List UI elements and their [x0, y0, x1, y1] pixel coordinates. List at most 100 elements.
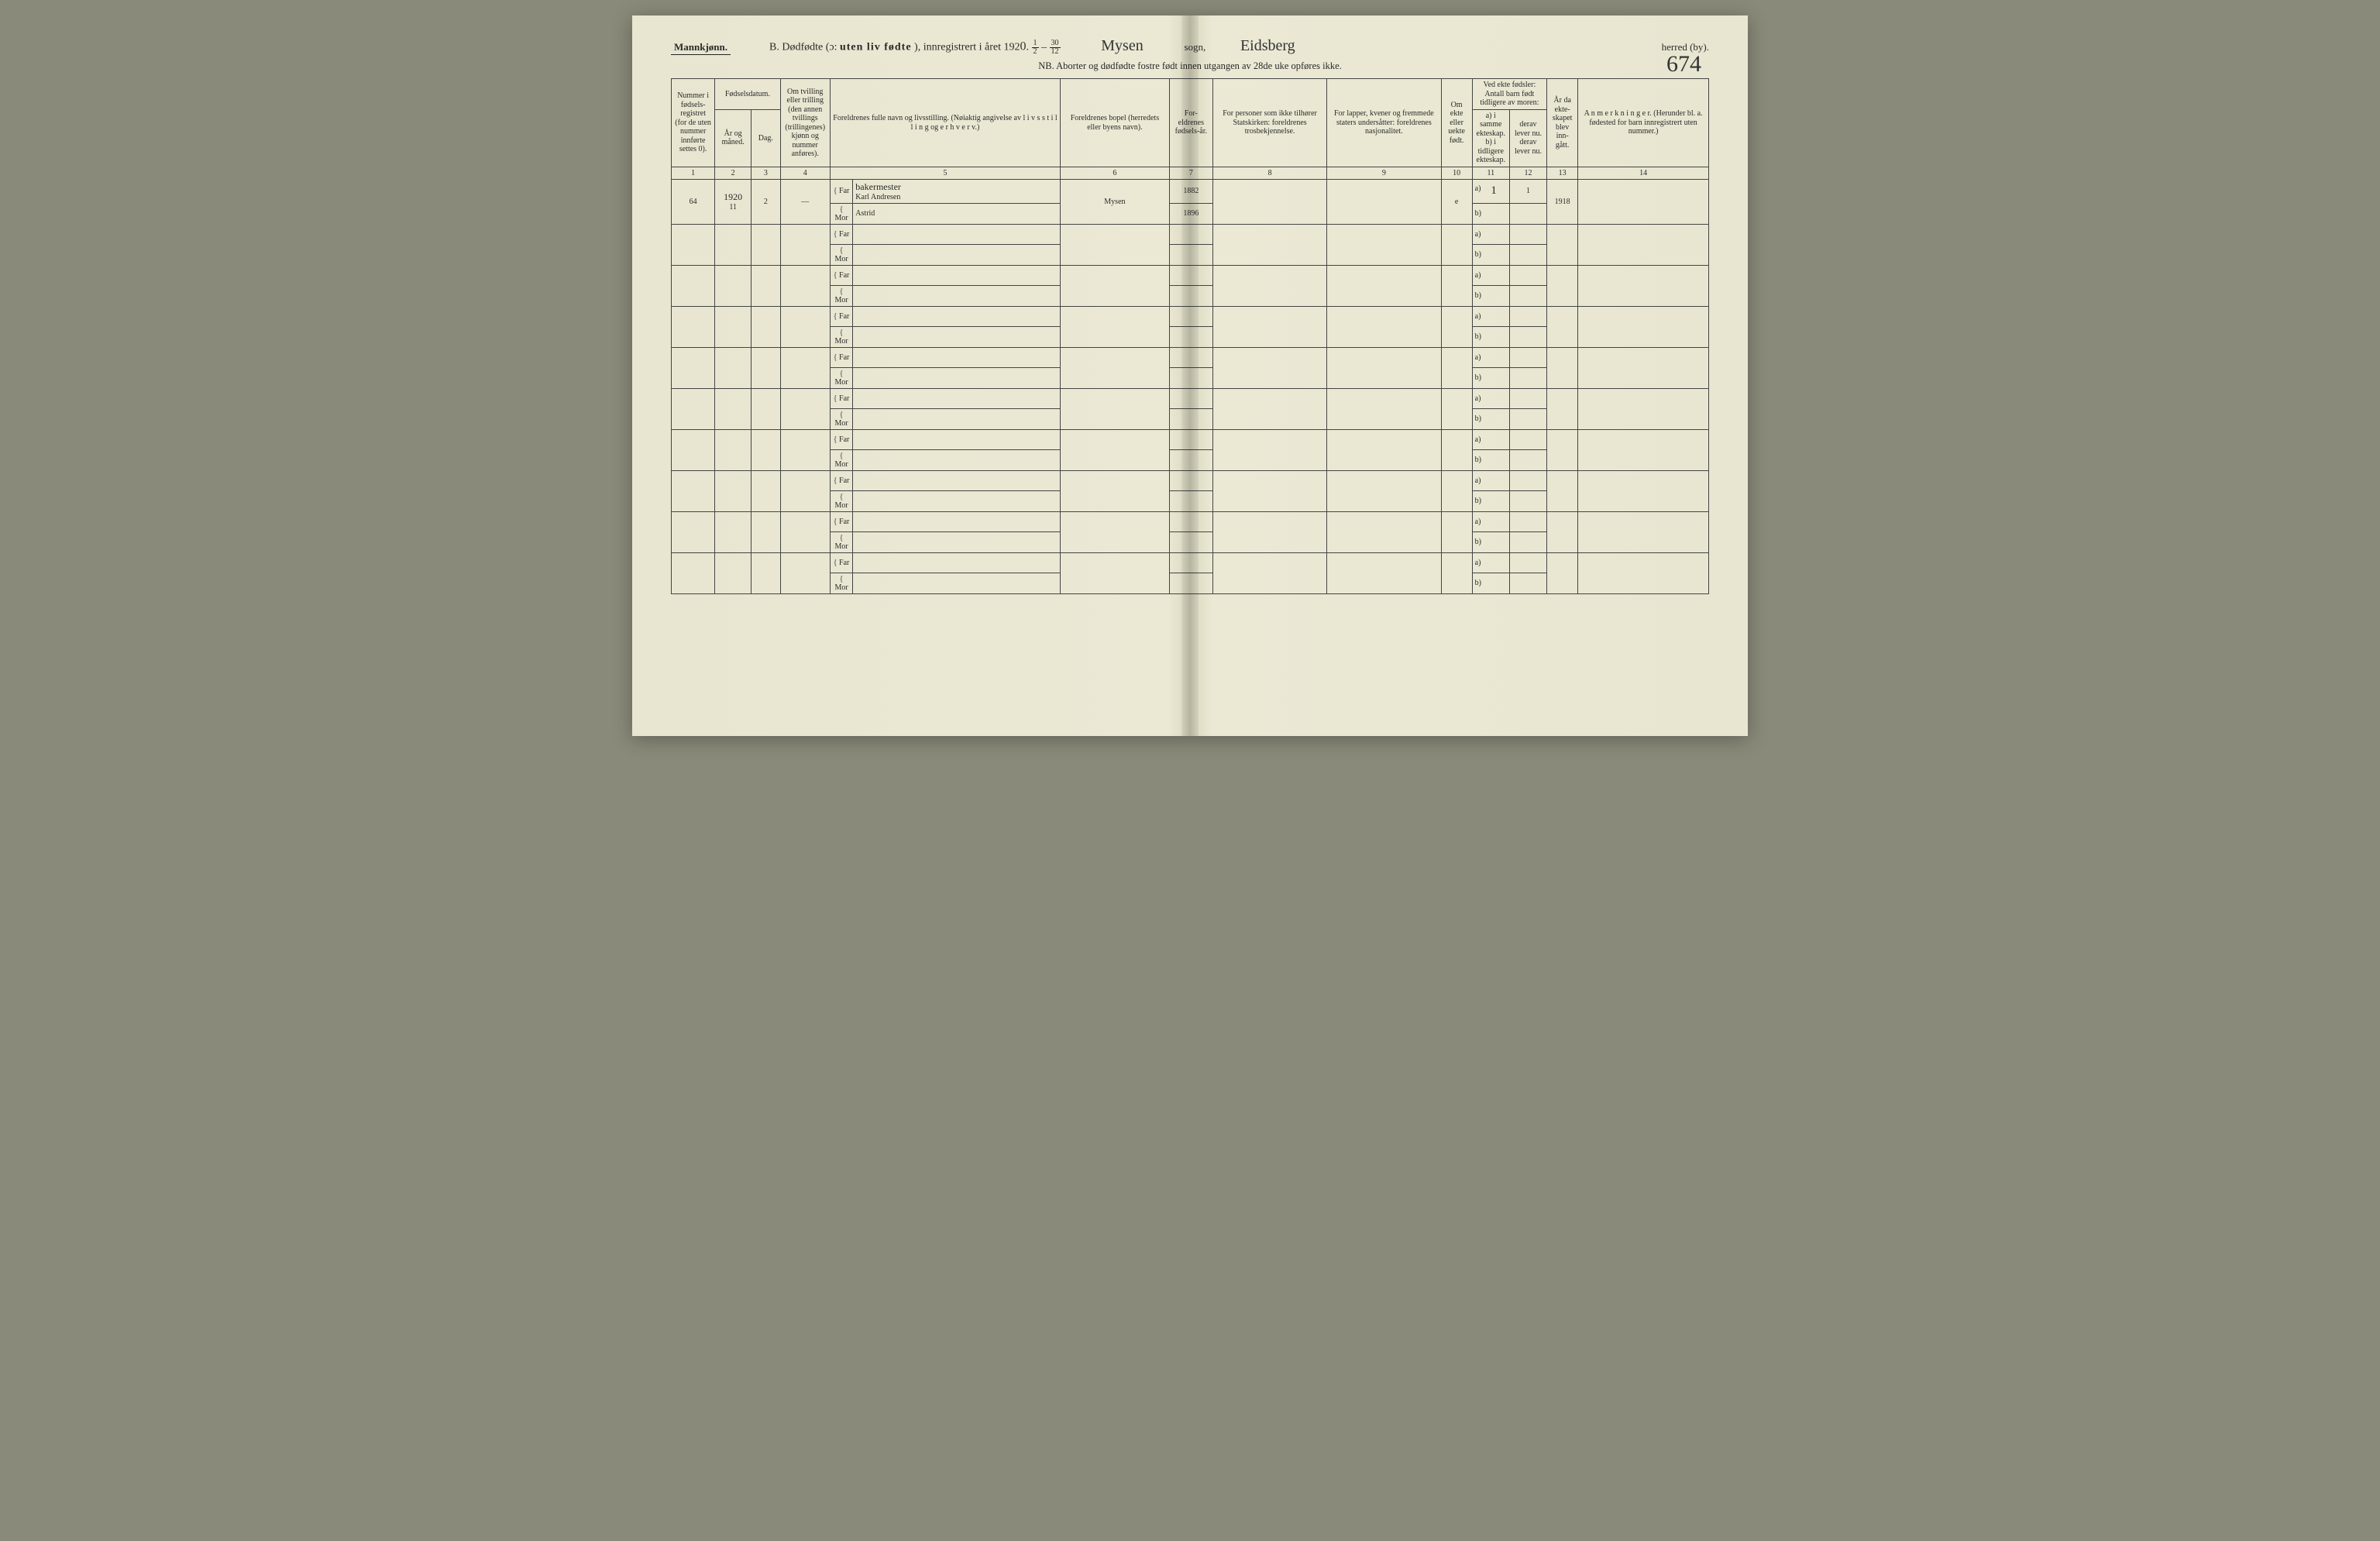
entry-day: 2 [751, 179, 780, 224]
mor-birthyear [1169, 326, 1212, 347]
entry-b-lever [1509, 285, 1546, 306]
entry-year-month [715, 552, 751, 593]
entry-faith [1212, 347, 1326, 388]
entry-marriage-year [1547, 470, 1578, 511]
entry-twin [780, 306, 830, 347]
entry-nationality [1327, 429, 1441, 470]
mor-birthyear [1169, 449, 1212, 470]
entry-ekte [1441, 552, 1472, 593]
entry-faith [1212, 470, 1326, 511]
table-header: Nummer i fødsels-registret (for de uten … [672, 79, 1709, 180]
colnum: 5 [830, 167, 1060, 179]
colnum: 13 [1547, 167, 1578, 179]
register-table: Nummer i fødsels-registret (for de uten … [671, 78, 1709, 594]
entry-a-same: a) [1472, 429, 1509, 449]
fraction-den: 12 [1050, 48, 1061, 56]
entry-b-prev: b) [1472, 285, 1509, 306]
far-birthyear [1169, 511, 1212, 531]
entry-nationality [1327, 179, 1441, 224]
entry-a-same: a) [1472, 224, 1509, 244]
entry-year-month [715, 511, 751, 552]
entry-number [672, 429, 715, 470]
far-label: Far [830, 552, 852, 573]
entry-twin [780, 552, 830, 593]
mor-label: Mor [830, 490, 852, 511]
entry-a-lever [1509, 429, 1546, 449]
entry-twin [780, 511, 830, 552]
col-2b-header: Dag. [751, 109, 780, 167]
entry-day [751, 429, 780, 470]
form-subtitle: NB. Aborter og dødfødte fostre født inne… [671, 60, 1709, 72]
entry-a-lever [1509, 306, 1546, 326]
entry-faith [1212, 511, 1326, 552]
far-name [853, 224, 1061, 244]
far-name [853, 470, 1061, 490]
entry-a-lever [1509, 347, 1546, 367]
date-dash: – [1041, 42, 1050, 53]
entry-day [751, 347, 780, 388]
entry-b-prev: b) [1472, 531, 1509, 552]
mor-name [853, 244, 1061, 265]
entry-number [672, 388, 715, 429]
far-name [853, 306, 1061, 326]
entry-twin [780, 265, 830, 306]
table-row-far: Fara) [672, 511, 1709, 531]
far-name [853, 429, 1061, 449]
entry-b-lever [1509, 490, 1546, 511]
far-birthyear [1169, 306, 1212, 326]
entry-faith [1212, 429, 1326, 470]
entry-year-month [715, 306, 751, 347]
table-row-far: 641920112—FarbakermesterKarl AndresenMys… [672, 179, 1709, 203]
entry-ekte [1441, 470, 1472, 511]
entry-day [751, 388, 780, 429]
entry-ekte [1441, 306, 1472, 347]
entry-marriage-year [1547, 552, 1578, 593]
title-emphasis: uten liv fødte [840, 42, 912, 53]
mor-name [853, 573, 1061, 593]
entry-b-prev: b) [1472, 408, 1509, 429]
table-row-far: Fara) [672, 306, 1709, 326]
mor-name [853, 367, 1061, 388]
entry-a-lever: 1 [1509, 179, 1546, 203]
col-6-header: Foreldrenes bopel (herredets eller byens… [1061, 79, 1170, 167]
entry-twin [780, 470, 830, 511]
far-label: Far [830, 265, 852, 285]
entry-b-lever [1509, 203, 1546, 224]
mor-label: Mor [830, 531, 852, 552]
far-label: Far [830, 306, 852, 326]
entry-b-lever [1509, 244, 1546, 265]
entry-number [672, 265, 715, 306]
title-prefix: B. Dødfødte (ɔ: [769, 42, 837, 53]
entry-twin: — [780, 179, 830, 224]
table-body: 641920112—FarbakermesterKarl AndresenMys… [672, 179, 1709, 593]
entry-number: 64 [672, 179, 715, 224]
entry-a-lever [1509, 552, 1546, 573]
entry-remarks [1578, 179, 1709, 224]
entry-marriage-year [1547, 429, 1578, 470]
date-fraction-from: 1 2 [1032, 40, 1039, 56]
col-12-header: derav lever nu. derav lever nu. [1509, 109, 1546, 167]
entry-nationality [1327, 388, 1441, 429]
entry-bopel [1061, 470, 1170, 511]
entry-a-same: a) [1472, 470, 1509, 490]
entry-nationality [1327, 224, 1441, 265]
far-birthyear [1169, 552, 1212, 573]
mor-label: Mor [830, 367, 852, 388]
far-name [853, 552, 1061, 573]
entry-faith [1212, 552, 1326, 593]
entry-twin [780, 388, 830, 429]
mor-birthyear [1169, 490, 1212, 511]
table-row-far: Far a) [672, 470, 1709, 490]
entry-ekte [1441, 265, 1472, 306]
far-label: Far [830, 470, 852, 490]
entry-remarks [1578, 552, 1709, 593]
col-11-header: a) i samme ekteskap. b) i tidligere ekte… [1472, 109, 1509, 167]
mor-label: Mor [830, 203, 852, 224]
entry-marriage-year [1547, 224, 1578, 265]
col-8-header: For personer som ikke tilhører Statskirk… [1212, 79, 1326, 167]
entry-b-lever [1509, 449, 1546, 470]
entry-day [751, 265, 780, 306]
col-4-header: Om tvilling eller trilling (den annen tv… [780, 79, 830, 167]
entry-nationality [1327, 306, 1441, 347]
mor-name [853, 490, 1061, 511]
